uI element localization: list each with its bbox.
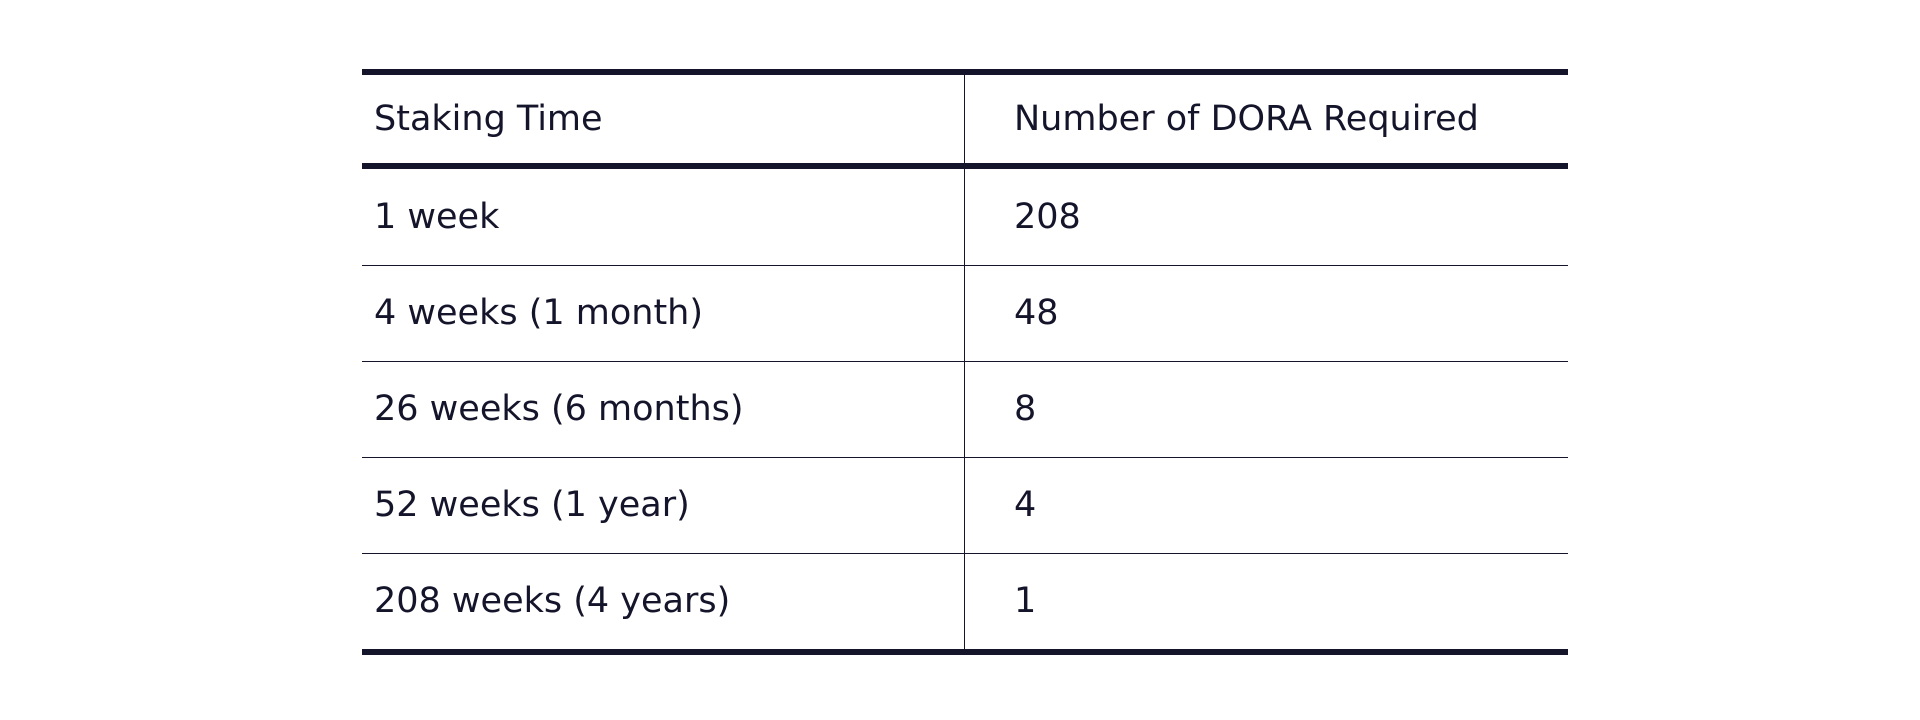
header-dora-required: Number of DORA Required	[1014, 98, 1479, 139]
dora-required-cell: 1	[1014, 581, 1037, 621]
dora-required-cell: 4	[1014, 485, 1037, 525]
staking-time-cell: 208 weeks (4 years)	[362, 554, 965, 649]
table-row: 4 weeks (1 month) 48	[362, 265, 1568, 361]
dora-required-cell: 48	[1014, 293, 1059, 333]
header-staking-time: Staking Time	[362, 75, 965, 163]
table-row: 208 weeks (4 years) 1	[362, 553, 1568, 649]
staking-time-cell: 4 weeks (1 month)	[362, 266, 965, 361]
dora-required-cell: 208	[1014, 196, 1081, 237]
dora-required-cell: 8	[1014, 389, 1037, 429]
staking-time-cell: 26 weeks (6 months)	[362, 362, 965, 457]
staking-time-cell: 1 week	[362, 169, 965, 265]
staking-table: Staking Time Number of DORA Required 1 w…	[362, 69, 1568, 655]
table-row: 26 weeks (6 months) 8	[362, 361, 1568, 457]
table-row: 1 week 208	[362, 169, 1568, 265]
table-header-row: Staking Time Number of DORA Required	[362, 75, 1568, 169]
table-row: 52 weeks (1 year) 4	[362, 457, 1568, 553]
staking-time-cell: 52 weeks (1 year)	[362, 458, 965, 553]
